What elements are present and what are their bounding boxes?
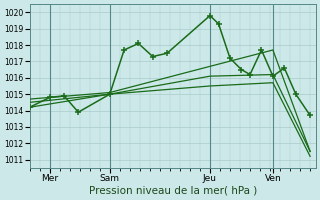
X-axis label: Pression niveau de la mer( hPa ): Pression niveau de la mer( hPa ) — [89, 186, 257, 196]
